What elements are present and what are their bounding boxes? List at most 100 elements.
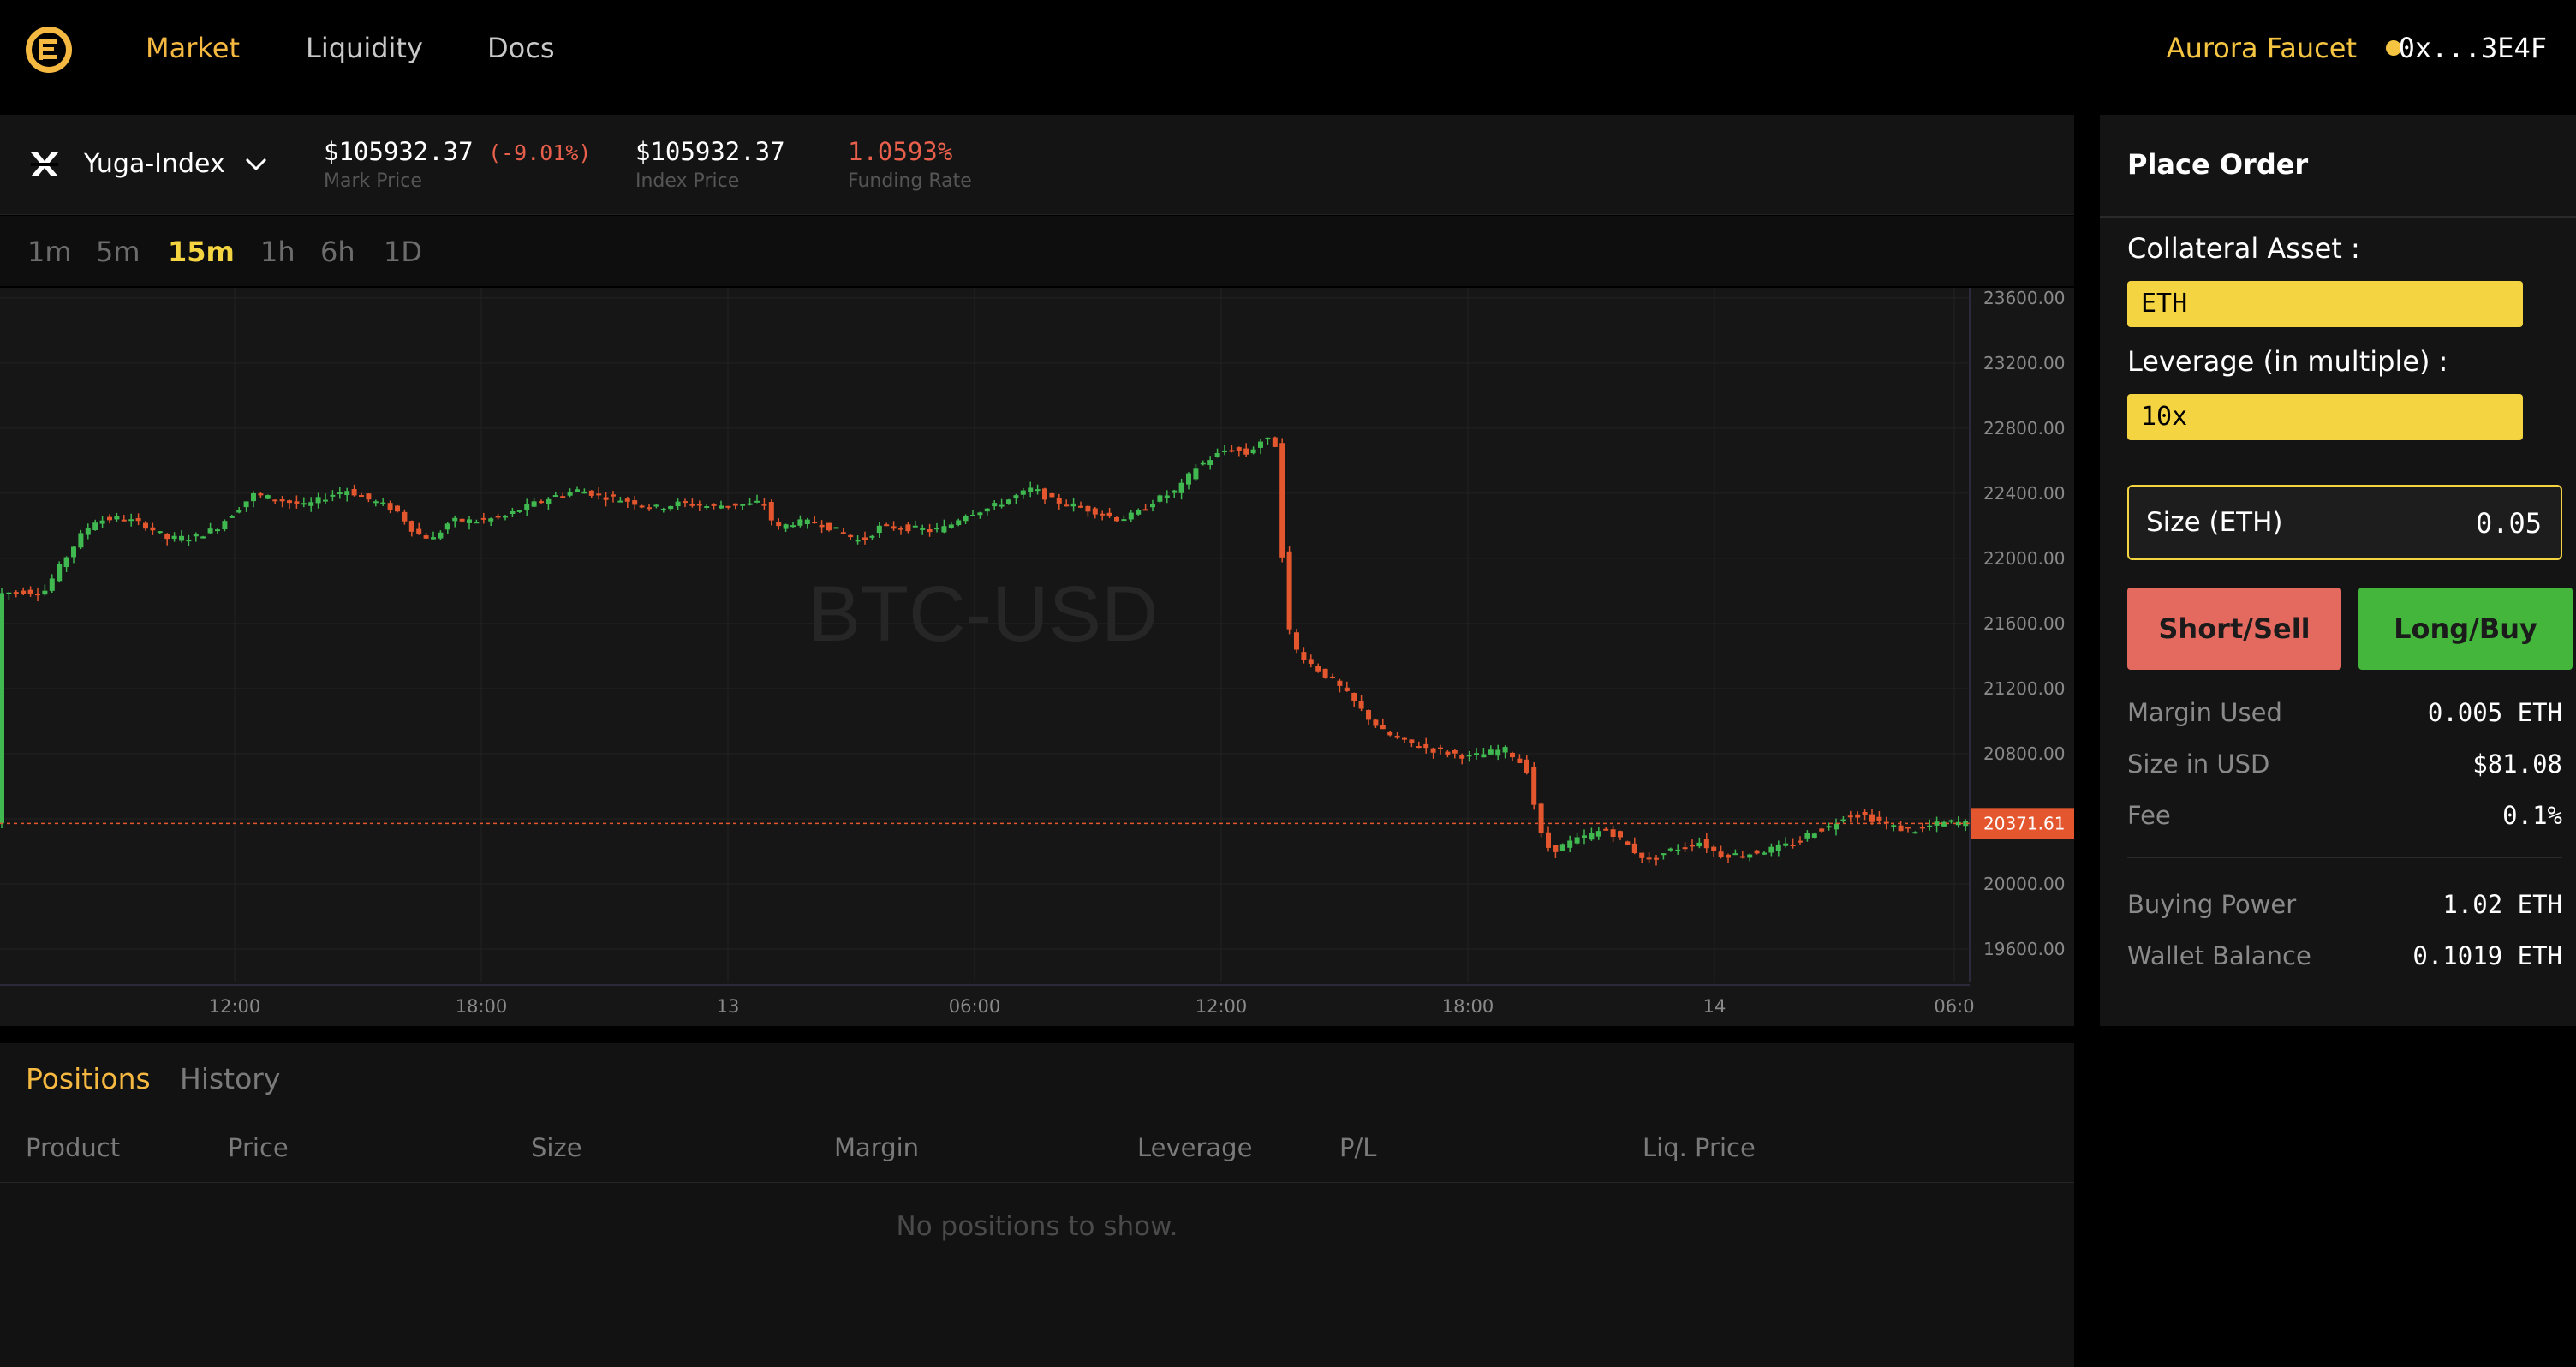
candle-body <box>934 528 939 530</box>
interval-1h[interactable]: 1h <box>260 236 295 268</box>
candle-body <box>1020 490 1026 495</box>
candle-body <box>251 492 256 502</box>
nav-market[interactable]: Market <box>146 32 240 64</box>
candle-body <box>1762 852 1767 855</box>
candle-body <box>567 492 573 496</box>
interval-6h[interactable]: 6h <box>320 236 355 268</box>
interval-15m[interactable]: 15m <box>168 236 235 268</box>
funding-rate-label: Funding Rate <box>848 170 972 192</box>
buying-power-value: 1.02 ETH <box>2442 890 2562 919</box>
pair-selector[interactable]: Yuga-Index <box>84 149 225 179</box>
candle-body <box>1416 746 1422 749</box>
candle-body <box>1064 504 1070 507</box>
candle-body <box>1337 680 1343 686</box>
candle-body <box>431 537 436 540</box>
candle-body <box>1136 510 1142 515</box>
size-usd-label: Size in USD <box>2127 749 2270 779</box>
candle-body <box>1013 495 1019 499</box>
candle-body <box>13 592 19 594</box>
candle-body <box>1798 840 1803 843</box>
y-tick-label: 22000.00 <box>1983 548 2065 569</box>
candle-body <box>1955 821 1961 826</box>
candle-body <box>135 518 141 522</box>
app-logo-icon[interactable] <box>24 25 74 75</box>
long-buy-button[interactable]: Long/Buy <box>2358 588 2573 670</box>
candle-body <box>99 520 105 524</box>
chart-x-axis: 12:00 18:00 13 06:00 12:00 18:00 14 06:0 <box>0 984 1975 1017</box>
chevron-down-icon[interactable] <box>245 158 267 171</box>
candle-body <box>71 546 76 558</box>
x-tick-label: 13 <box>717 996 740 1017</box>
candle-body <box>884 524 890 527</box>
price-chart[interactable]: BTC-USD 23600.00 23200.00 22800.00 22400.00… <box>0 288 2074 1026</box>
candle-body <box>1768 846 1774 853</box>
tab-history[interactable]: History <box>180 1062 281 1095</box>
candle-body <box>819 524 825 528</box>
candle-body <box>1696 842 1702 847</box>
candle-body <box>480 517 486 520</box>
candle-body <box>1351 692 1357 701</box>
wallet-address-button[interactable]: 0x...3E4F <box>2398 32 2547 64</box>
candle-body <box>1466 755 1472 757</box>
candlestick-chart[interactable]: BTC-USD 23600.00 23200.00 22800.00 22400.00… <box>0 288 2074 1026</box>
chart-y-axis: 23600.00 23200.00 22800.00 22400.00 22000.00… <box>1969 288 2065 982</box>
column-liq-price: Liq. Price <box>1643 1133 1756 1162</box>
interval-1d[interactable]: 1D <box>384 236 422 268</box>
y-tick-label: 22400.00 <box>1983 483 2065 504</box>
size-input[interactable] <box>2369 504 2543 543</box>
candle-body <box>1567 840 1573 848</box>
candle-body <box>1250 449 1256 454</box>
candle-body <box>1495 749 1501 756</box>
nav-liquidity[interactable]: Liquidity <box>306 32 423 64</box>
candle-body <box>1474 753 1479 755</box>
candle-body <box>1150 504 1155 508</box>
positions-panel: Positions History Product Price Size Mar… <box>0 1043 2074 1367</box>
candle-body <box>912 525 918 528</box>
candle-body <box>57 564 63 582</box>
current-price-label: 20371.61 <box>1983 813 2065 833</box>
market-header: Yuga-Index $105932.37 (-9.01%) Mark Pric… <box>0 115 2074 215</box>
candle-body <box>503 515 508 518</box>
column-product: Product <box>26 1133 121 1162</box>
candle-body <box>1344 687 1350 691</box>
candle-body <box>1229 450 1235 452</box>
candle-body <box>315 497 321 504</box>
x-tick-label: 12:00 <box>1196 996 1248 1017</box>
faucet-link[interactable]: Aurora Faucet <box>2166 32 2357 64</box>
candle-body <box>215 529 220 532</box>
nav-docs[interactable]: Docs <box>487 32 555 64</box>
candle-body <box>6 592 12 594</box>
candle-body <box>1517 758 1523 763</box>
size-field[interactable]: Size (ETH) <box>2127 485 2562 560</box>
candle-body <box>1042 488 1047 500</box>
column-pl: P/L <box>1339 1133 1377 1162</box>
candle-body <box>1941 821 1947 827</box>
candle-body <box>143 522 148 529</box>
candle-body <box>1869 814 1875 822</box>
collateral-select[interactable]: ETH <box>2127 281 2523 327</box>
order-panel: Place Order Collateral Asset : ETH Lever… <box>2100 115 2576 1026</box>
candle-body <box>1661 853 1667 856</box>
candle-body <box>366 493 372 500</box>
candle-body <box>1265 437 1271 440</box>
candle-body <box>704 506 710 509</box>
candle-body <box>1035 489 1041 492</box>
candle-body <box>653 504 659 507</box>
y-tick-label: 20000.00 <box>1983 874 2065 894</box>
short-sell-button[interactable]: Short/Sell <box>2127 588 2341 670</box>
x-tick-label: 18:00 <box>456 996 508 1017</box>
candle-body <box>186 540 192 542</box>
candle-body <box>1610 829 1616 837</box>
interval-1m[interactable]: 1m <box>27 236 72 268</box>
candle-body <box>49 578 55 591</box>
candle-body <box>1200 462 1206 465</box>
interval-5m[interactable]: 5m <box>96 236 140 268</box>
leverage-select[interactable]: 10x <box>2127 394 2523 440</box>
candle-body <box>1445 751 1451 755</box>
tab-positions[interactable]: Positions <box>26 1062 151 1095</box>
candle-body <box>516 510 522 512</box>
candle-body <box>1322 668 1328 678</box>
candle-body <box>1056 498 1062 504</box>
candle-body <box>21 590 27 594</box>
fee-value: 0.1% <box>2502 801 2562 830</box>
